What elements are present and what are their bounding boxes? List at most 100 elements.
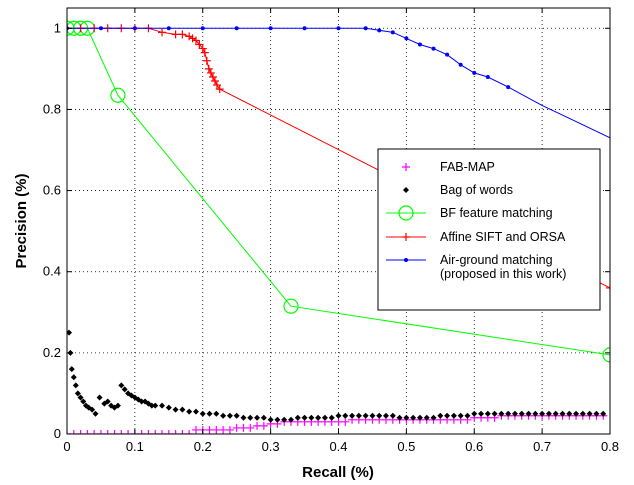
- data-point: [191, 36, 200, 45]
- data-point: [165, 404, 172, 411]
- data-point: [172, 406, 179, 413]
- data-point: [132, 26, 137, 31]
- x-tick-label: 0.2: [194, 439, 212, 454]
- data-point: [471, 410, 478, 417]
- x-tick-label: 0.5: [397, 439, 415, 454]
- data-point: [233, 412, 240, 419]
- data-point: [76, 430, 85, 434]
- data-point: [121, 386, 128, 393]
- data-point: [423, 414, 430, 421]
- legend-entry-air-ground-matching: Air-ground matching(proposed in this wor…: [386, 253, 566, 281]
- data-point: [301, 414, 308, 421]
- data-point: [566, 410, 573, 417]
- data-point: [274, 416, 281, 423]
- data-point: [552, 410, 559, 417]
- data-point: [302, 26, 307, 31]
- legend-marker: [404, 258, 408, 262]
- data-point: [166, 26, 171, 31]
- legend-label: Air-ground matching: [440, 253, 553, 267]
- data-point: [511, 410, 518, 417]
- legend-entry-bf-feature-matching: BF feature matching: [386, 205, 553, 221]
- legend-label: BF feature matching: [440, 206, 553, 220]
- data-point: [110, 430, 119, 434]
- data-point: [390, 30, 395, 35]
- data-point: [158, 28, 167, 37]
- data-point: [525, 410, 532, 417]
- data-point: [328, 414, 335, 421]
- legend: FAB-MAP Bag of words BF feature matching Af…: [377, 148, 601, 311]
- data-point: [404, 36, 409, 41]
- series-air-ground-matching: [67, 26, 610, 139]
- y-tick-label: 0.4: [43, 264, 61, 279]
- data-point: [410, 414, 417, 421]
- legend-marker: [398, 205, 414, 221]
- data-point: [464, 412, 471, 419]
- x-axis-title: Recall (%): [302, 464, 374, 481]
- data-point: [321, 414, 328, 421]
- data-point: [472, 70, 477, 75]
- data-point: [260, 414, 267, 421]
- data-point: [144, 430, 153, 434]
- data-point: [171, 430, 180, 434]
- data-point: [103, 430, 112, 434]
- data-point: [369, 412, 376, 419]
- data-point: [206, 68, 215, 77]
- data-point: [137, 430, 146, 434]
- data-point: [206, 410, 213, 417]
- data-point: [478, 410, 485, 417]
- legend-entry-bag-of-words: Bag of words: [403, 183, 513, 197]
- data-point: [281, 416, 288, 423]
- x-tick-label: 0.4: [329, 439, 347, 454]
- data-point: [195, 40, 204, 49]
- data-point: [268, 26, 273, 31]
- x-tick-label: 0.8: [601, 439, 619, 454]
- data-point: [532, 410, 539, 417]
- legend-label: FAB-MAP: [440, 160, 495, 174]
- x-tick-label: 0.7: [533, 439, 551, 454]
- data-point: [349, 412, 356, 419]
- x-tick-label: 0.6: [465, 439, 483, 454]
- data-point: [234, 26, 239, 31]
- data-point: [506, 85, 511, 90]
- y-tick-label: 0.6: [43, 183, 61, 198]
- legend-marker: [402, 163, 410, 171]
- data-point: [335, 412, 342, 419]
- data-point: [205, 425, 214, 434]
- data-point: [377, 28, 382, 33]
- data-point: [151, 430, 160, 434]
- data-point: [363, 26, 368, 31]
- data-point: [484, 410, 491, 417]
- data-point: [67, 329, 73, 336]
- data-point: [403, 414, 410, 421]
- data-point: [124, 430, 133, 434]
- data-point: [259, 421, 268, 430]
- data-point: [247, 414, 254, 421]
- data-point: [204, 64, 213, 73]
- data-point: [254, 414, 261, 421]
- data-point: [208, 72, 217, 81]
- data-point: [396, 414, 403, 421]
- data-point: [431, 46, 436, 51]
- data-point: [267, 416, 274, 423]
- x-tick-label: 0: [63, 439, 70, 454]
- legend-label: Bag of words: [440, 183, 513, 197]
- data-point: [98, 26, 103, 31]
- data-point: [253, 421, 262, 430]
- data-point: [77, 394, 84, 401]
- data-point: [96, 394, 103, 401]
- data-point: [458, 62, 463, 67]
- data-point: [200, 48, 209, 57]
- data-point: [186, 408, 193, 415]
- data-point: [457, 412, 464, 419]
- data-point: [294, 414, 301, 421]
- x-tick-label: 0.3: [262, 439, 280, 454]
- data-point: [355, 412, 362, 419]
- data-point: [90, 430, 99, 434]
- data-point: [210, 77, 219, 86]
- data-point: [600, 410, 607, 417]
- data-point: [202, 56, 211, 65]
- data-point: [341, 417, 350, 426]
- data-point: [342, 412, 349, 419]
- data-point: [80, 398, 87, 405]
- data-point: [444, 412, 451, 419]
